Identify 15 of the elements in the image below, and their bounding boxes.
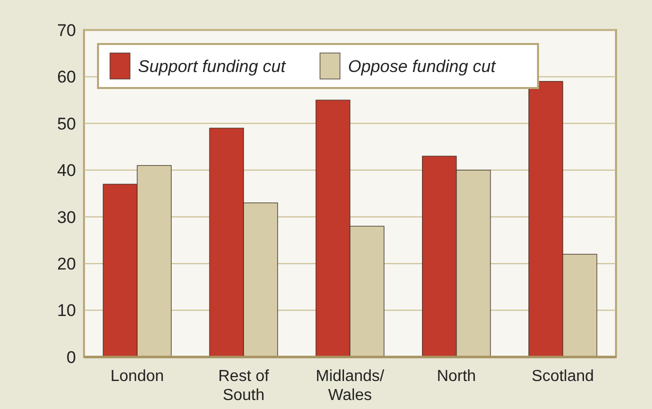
x-tick-label: Scotland: [532, 368, 594, 385]
legend-label: Oppose funding cut: [348, 56, 497, 76]
legend-label: Support funding cut: [138, 56, 287, 76]
y-tick-label: 10: [57, 301, 76, 320]
y-tick-label: 50: [57, 114, 76, 134]
x-tick-label: North: [436, 368, 476, 385]
x-tick-label: Midlands/ Wales: [316, 368, 385, 404]
y-tick-label: 30: [57, 208, 76, 227]
y-tick-label: 40: [57, 161, 76, 180]
y-tick-label: 20: [57, 254, 76, 274]
x-tick-label: London: [110, 368, 164, 385]
y-tick-label: 0: [66, 348, 76, 367]
x-tick-label: Rest of South: [218, 368, 270, 404]
y-tick-label: 70: [57, 20, 76, 40]
y-tick-label: 60: [57, 68, 76, 87]
